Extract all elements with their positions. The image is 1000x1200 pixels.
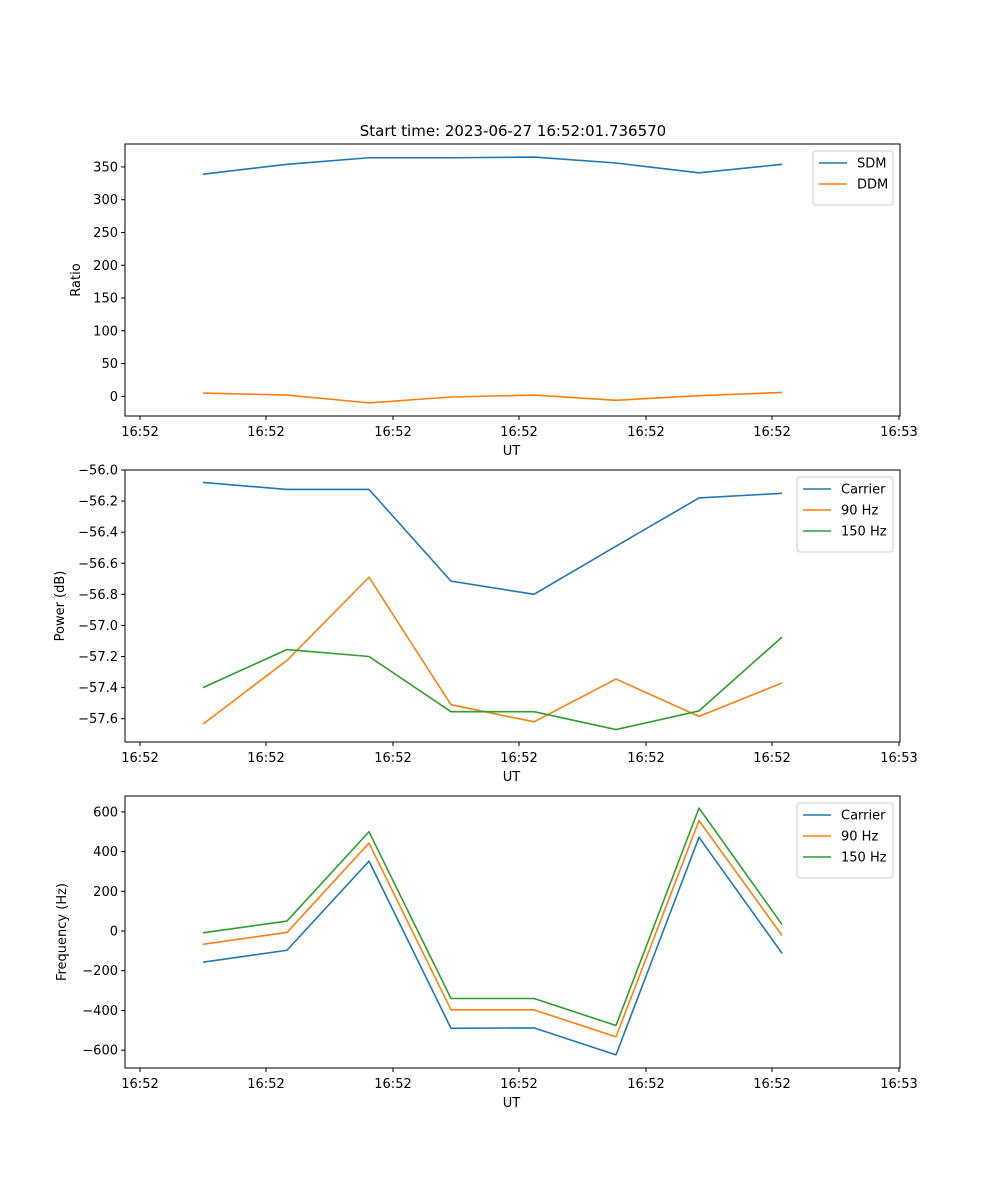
- y-tick-label: 150: [93, 292, 118, 307]
- y-tick-label: −57.2: [78, 650, 118, 665]
- y-tick-label: −400: [82, 1004, 118, 1019]
- x-tick-label: 16:52: [500, 1077, 537, 1092]
- chart-panel-3: 16:52 16:52 16:52 16:52 16:52 16:52 16:53 −600 −…: [55, 795, 918, 1111]
- legend-label: Carrier: [841, 809, 886, 824]
- x-tick-label: 16:52: [500, 751, 537, 766]
- legend-label: 150 Hz: [841, 851, 887, 866]
- x-tick-label: 16:52: [374, 751, 411, 766]
- series-line-sdm: [202, 156, 783, 175]
- x-tick-label: 16:52: [374, 1077, 411, 1092]
- x-axis-label: UT: [503, 770, 521, 785]
- legend-box: [812, 150, 894, 206]
- y-tick-label: −56.6: [78, 557, 118, 572]
- x-tick-label: 16:52: [627, 425, 664, 440]
- legend: Carrier 90 Hz 150 Hz: [796, 476, 894, 553]
- y-tick-label: 400: [93, 845, 118, 860]
- series-line-150-hz: [202, 636, 783, 731]
- y-tick-label: 200: [93, 259, 118, 274]
- y-tick-label: −56.0: [78, 464, 118, 479]
- x-tick-label: 16:52: [753, 751, 790, 766]
- y-tick-label: 600: [93, 805, 118, 820]
- y-axis-label: Ratio: [69, 263, 84, 296]
- x-tick-label: 16:52: [121, 1077, 158, 1092]
- y-axis-label: Frequency (Hz): [55, 883, 70, 981]
- y-tick-label: −57.4: [78, 681, 118, 696]
- legend-label: 90 Hz: [841, 830, 878, 845]
- legend: SDM DDM: [812, 150, 894, 206]
- x-tick-label: 16:53: [880, 751, 917, 766]
- series-line-150-hz: [202, 807, 783, 1027]
- series-line-ddm: [202, 391, 783, 404]
- y-tick-label: −57.6: [78, 712, 118, 727]
- plot-frame: [124, 795, 901, 1069]
- legend-box: [796, 802, 894, 879]
- x-tick-label: 16:52: [121, 751, 158, 766]
- y-tick-label: 50: [101, 357, 118, 372]
- y-tick-label: 200: [93, 885, 118, 900]
- x-tick-label: 16:52: [247, 425, 284, 440]
- x-tick-label: 16:52: [247, 1077, 284, 1092]
- series-line-carrier: [202, 481, 783, 596]
- y-tick-label: −57.0: [78, 619, 118, 634]
- y-axis-label: Power (dB): [53, 571, 68, 642]
- legend-label: 90 Hz: [841, 504, 878, 519]
- x-tick-label: 16:52: [121, 425, 158, 440]
- chart-panel-1: 16:52 16:52 16:52 16:52 16:52 16:52 16:53 0 50 10…: [69, 143, 918, 459]
- y-tick-label: −200: [82, 964, 118, 979]
- x-axis-label: UT: [503, 1096, 521, 1111]
- legend-box: [796, 476, 894, 553]
- y-tick-label: 100: [93, 324, 118, 339]
- plot-frame: [124, 469, 901, 743]
- y-tick-label: −600: [82, 1044, 118, 1059]
- x-tick-label: 16:53: [880, 425, 917, 440]
- x-tick-label: 16:52: [247, 751, 284, 766]
- series-line-90-hz: [202, 576, 783, 725]
- y-tick-label: 0: [110, 390, 118, 405]
- x-axis-label: UT: [503, 444, 521, 459]
- y-tick-label: −56.2: [78, 495, 118, 510]
- series-line-carrier: [202, 836, 783, 1056]
- legend-label: 150 Hz: [841, 525, 887, 540]
- x-tick-label: 16:52: [753, 425, 790, 440]
- series-line-90-hz: [202, 819, 783, 1038]
- x-tick-label: 16:52: [753, 1077, 790, 1092]
- plot-frame: [124, 143, 901, 417]
- x-tick-label: 16:52: [627, 751, 664, 766]
- y-tick-label: −56.8: [78, 588, 118, 603]
- x-tick-label: 16:52: [374, 425, 411, 440]
- legend-label: SDM: [857, 157, 886, 172]
- y-tick-label: 0: [110, 925, 118, 940]
- x-tick-label: 16:52: [627, 1077, 664, 1092]
- y-tick-label: 250: [93, 226, 118, 241]
- y-tick-label: 300: [93, 193, 118, 208]
- y-tick-label: −56.4: [78, 526, 118, 541]
- legend: Carrier 90 Hz 150 Hz: [796, 802, 894, 879]
- legend-label: DDM: [857, 178, 888, 193]
- legend-label: Carrier: [841, 483, 886, 498]
- chart-panel-2: 16:52 16:52 16:52 16:52 16:52 16:52 16:53 −57.6…: [53, 464, 918, 786]
- x-tick-label: 16:53: [880, 1077, 917, 1092]
- y-tick-label: 350: [93, 160, 118, 175]
- x-tick-label: 16:52: [500, 425, 537, 440]
- figure-title: Start time: 2023-06-27 16:52:01.736570: [360, 122, 666, 140]
